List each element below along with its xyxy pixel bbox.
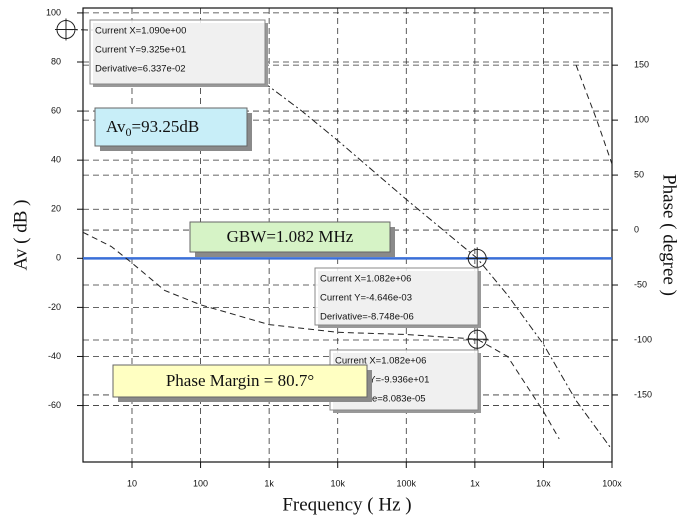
plot-frame xyxy=(82,7,613,463)
av0-box xyxy=(94,107,248,147)
x-axis-label: Frequency ( Hz ) xyxy=(282,494,411,515)
av0-main: Av xyxy=(106,117,126,136)
y-tick-label: -40 xyxy=(48,351,61,361)
gbw-label: GBW=1.082 MHz xyxy=(227,227,354,246)
y-tick-label: 100 xyxy=(46,7,61,17)
cursor-readout: Current X=1.082e+06 xyxy=(320,274,411,285)
cursor-readout: Current Y=9.325e+01 xyxy=(95,45,186,56)
x-tick-label: 100 xyxy=(193,478,208,488)
y2-tick-label: -50 xyxy=(634,279,647,289)
y-tick-label: 80 xyxy=(51,56,61,66)
x-tick-label: 10k xyxy=(330,478,345,488)
x-tick-label: 100x xyxy=(602,478,622,488)
pm-label: Phase Margin = 80.7° xyxy=(166,371,314,390)
y-tick-label: 60 xyxy=(51,105,61,115)
av0-rest: =93.25dB xyxy=(132,117,200,136)
y2-tick-label: -150 xyxy=(634,389,652,399)
y-tick-label: -20 xyxy=(48,302,61,312)
x-tick-label: 10 xyxy=(127,478,137,488)
y2-tick-label: 100 xyxy=(634,115,649,125)
cursor-readout: Derivative=-8.748e-06 xyxy=(320,312,414,323)
y-tick-label: -60 xyxy=(48,400,61,410)
cursor-box xyxy=(314,267,479,326)
cursor-readout: Current X=1.082e+06 xyxy=(335,356,426,367)
y-tick-label: 40 xyxy=(51,155,61,165)
cursor-readout: Current Y=-9.936e+01 xyxy=(335,375,429,386)
cursor-readout: Current Y=-4.646e-03 xyxy=(320,293,412,304)
y2-tick-label: 150 xyxy=(634,60,649,70)
cursor-readout: Derivative=8.083e-05 xyxy=(335,394,426,405)
y2-tick-label: 0 xyxy=(634,224,639,234)
cursor-readout: Derivative=6.337e-02 xyxy=(95,64,186,75)
y2-tick-label: 50 xyxy=(634,169,644,179)
gbw-box xyxy=(189,221,391,253)
series-line xyxy=(82,65,613,440)
x-tick-label: 1k xyxy=(264,478,274,488)
pm-box xyxy=(112,364,368,398)
x-tick-label: 10x xyxy=(536,478,551,488)
y-tick-label: 0 xyxy=(56,253,61,263)
av0-sub: 0 xyxy=(126,125,132,139)
cursor-readout: Current X=1.090e+00 xyxy=(95,26,186,37)
x-tick-label: 100k xyxy=(397,478,417,488)
y-axis-label: Av ( dB ) xyxy=(10,200,31,271)
av0-label: Av0=93.25dB xyxy=(106,117,199,139)
y2-tick-label: -100 xyxy=(634,334,652,344)
y-tick-label: 20 xyxy=(51,204,61,214)
x-tick-label: 1x xyxy=(470,478,480,488)
cursor-box xyxy=(89,19,266,85)
y2-axis-label: Phase ( degree ) xyxy=(659,174,680,296)
